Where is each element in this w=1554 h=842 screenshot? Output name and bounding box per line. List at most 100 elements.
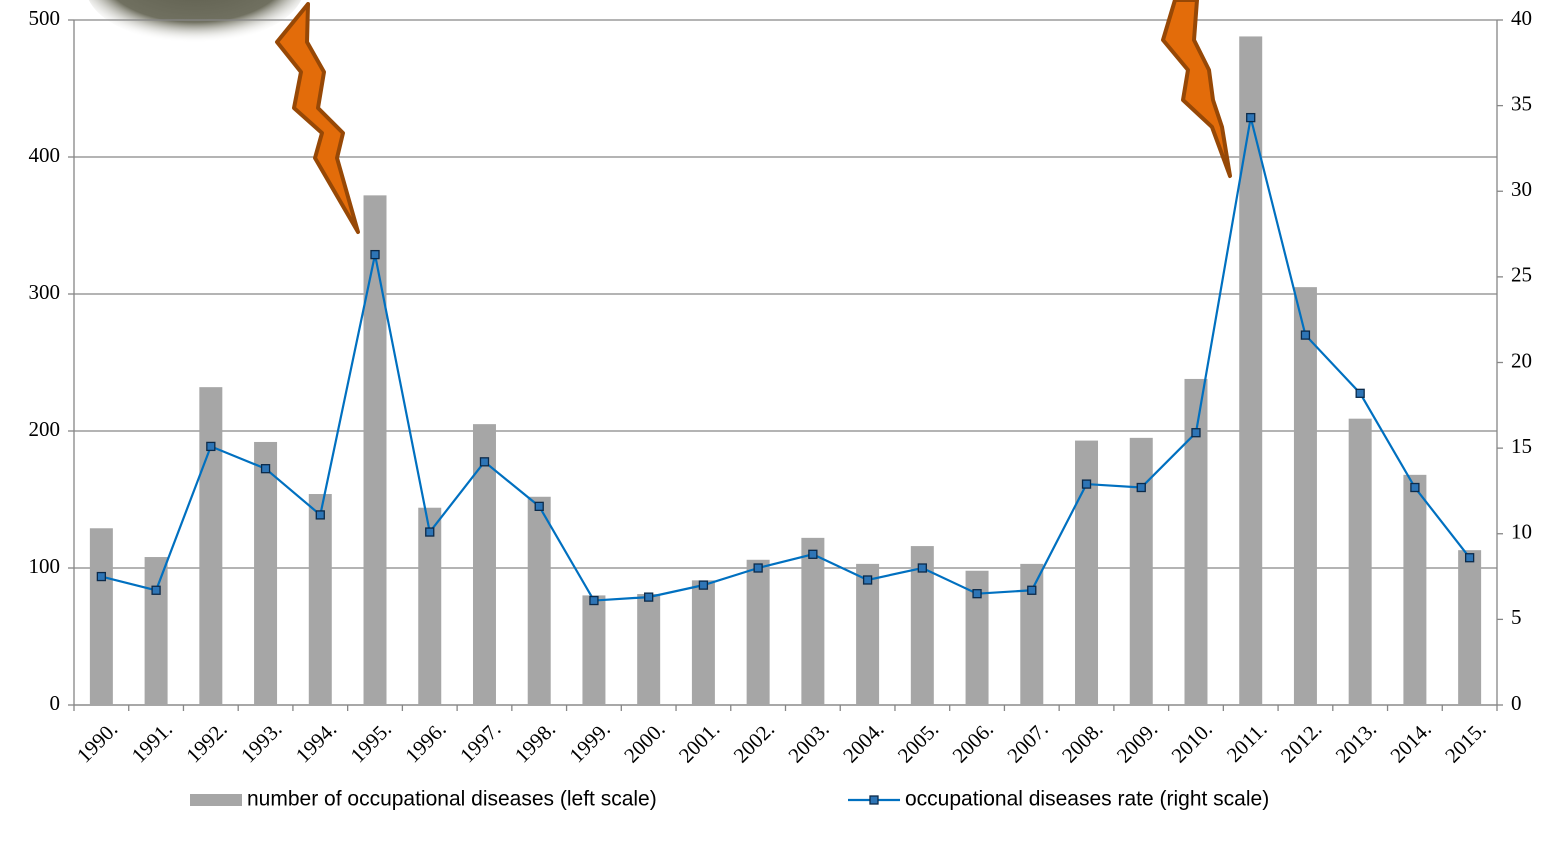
marker (479, 457, 490, 467)
marker (1246, 112, 1256, 123)
marker (698, 580, 709, 590)
x-tick-label: 2012. (1276, 717, 1326, 767)
y-tick-label: 100 (29, 554, 61, 578)
y-tick-label: 200 (29, 417, 61, 441)
bar (965, 570, 989, 705)
bar (801, 537, 825, 705)
bar (746, 559, 770, 705)
x-tick-label: 1998. (510, 717, 560, 767)
bar (1020, 563, 1044, 705)
x-tick-label: 1999. (564, 717, 614, 767)
y2-tick-label: 5 (1511, 605, 1522, 629)
y2-tick-label: 15 (1511, 434, 1532, 458)
x-tick-label: 1996. (400, 717, 450, 767)
x-tick-label: 2013. (1331, 717, 1381, 767)
marker (917, 563, 927, 573)
y2-tick-label: 30 (1511, 177, 1532, 201)
bar (1348, 418, 1372, 705)
x-tick-label: 1991. (127, 717, 177, 767)
line (101, 117, 1471, 602)
marker (1300, 330, 1311, 340)
photo-fragment (88, 0, 302, 43)
y2-tick-label: 35 (1511, 91, 1532, 115)
y2-tick-label: 0 (1511, 691, 1522, 715)
y2-tick-label: 10 (1511, 520, 1532, 544)
x-tick-label: 1992. (181, 717, 231, 767)
marker (1027, 585, 1037, 595)
bar (1129, 437, 1153, 705)
marker (1081, 479, 1092, 489)
x-tick-label: 2006. (948, 717, 998, 767)
bar (254, 441, 278, 705)
bar (89, 528, 113, 705)
y2-tick-label: 40 (1511, 6, 1532, 30)
legend-marker (869, 795, 879, 805)
bar (1075, 440, 1099, 705)
marker (808, 549, 818, 559)
marker (862, 575, 873, 585)
y-tick-label: 0 (50, 691, 61, 715)
x-tick-label: 1993. (236, 717, 286, 767)
bar (144, 557, 168, 705)
marker (972, 589, 982, 599)
x-tick-label: 2001. (674, 717, 724, 767)
marker (206, 441, 216, 452)
marker (370, 249, 380, 260)
marker (589, 595, 599, 606)
x-tick-label: 2004. (838, 717, 888, 767)
x-tick-label: 2005. (893, 717, 943, 767)
bar (472, 424, 496, 705)
bar (1184, 378, 1208, 705)
x-tick-label: 2000. (619, 717, 669, 767)
x-tick-label: 1997. (455, 717, 505, 767)
marker (260, 464, 271, 474)
x-tick-label: 2007. (1002, 717, 1052, 767)
x-tick-label: 1990. (72, 717, 122, 767)
bar (582, 595, 606, 705)
marker (1191, 428, 1201, 438)
bar (308, 494, 332, 705)
bar (418, 507, 442, 705)
x-tick-label: 2009. (1112, 717, 1162, 767)
bar (1293, 287, 1317, 705)
bar (637, 594, 661, 705)
marker (534, 501, 544, 512)
bar (1239, 36, 1263, 705)
x-tick-label: 2002. (729, 717, 779, 767)
bar (910, 546, 934, 705)
marker (644, 592, 654, 602)
x-tick-label: 2015. (1440, 717, 1490, 767)
lightning-bolt (1161, 0, 1232, 178)
marker (1355, 388, 1365, 398)
x-tick-label: 1995. (346, 717, 396, 767)
bar (199, 387, 223, 705)
marker (96, 571, 107, 582)
bar (527, 496, 551, 705)
legend-label: occupational diseases rate (right scale) (905, 788, 1269, 811)
bar (1403, 474, 1427, 705)
y-tick-label: 400 (29, 143, 61, 167)
bar (691, 580, 715, 705)
y-tick-label: 500 (29, 6, 61, 30)
marker (151, 585, 161, 595)
y2-tick-label: 25 (1511, 263, 1532, 287)
marker (1410, 482, 1420, 493)
legend-swatch (190, 794, 242, 806)
marker (1136, 482, 1146, 493)
marker (425, 527, 435, 537)
marker (1464, 553, 1475, 563)
y-tick-label: 300 (29, 280, 61, 304)
lightning-bolt (275, 2, 360, 234)
x-tick-label: 2011. (1222, 717, 1272, 767)
bar (1458, 550, 1482, 705)
marker (315, 510, 325, 520)
x-tick-label: 2010. (1167, 717, 1217, 767)
x-tick-label: 2014. (1385, 717, 1435, 767)
y2-tick-label: 20 (1511, 348, 1532, 372)
legend-label: number of occupational diseases (left sc… (247, 788, 657, 811)
x-tick-label: 2003. (783, 717, 833, 767)
bar (856, 563, 880, 705)
bar (363, 195, 387, 706)
